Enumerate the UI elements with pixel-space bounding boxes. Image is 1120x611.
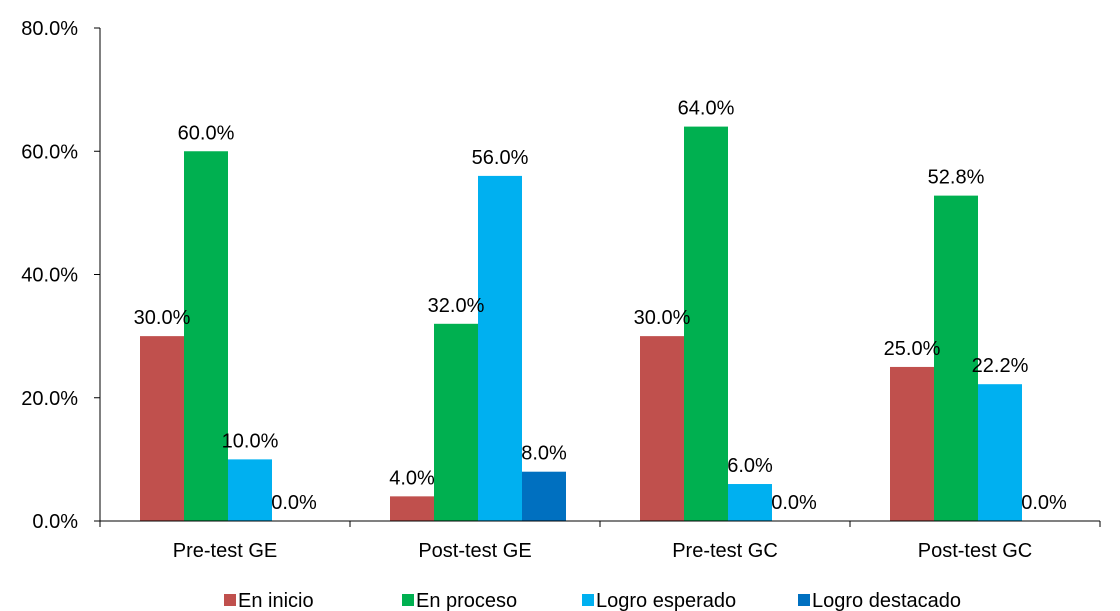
data-label: 25.0%: [884, 338, 941, 360]
legend-swatch: [582, 594, 594, 606]
bar: [184, 151, 228, 521]
data-label: 30.0%: [134, 307, 191, 329]
data-label: 32.0%: [428, 295, 485, 317]
bar: [934, 195, 978, 521]
y-tick-label: 80.0%: [21, 18, 78, 40]
y-axis: 0.0% 20.0% 40.0% 60.0% 80.0%: [21, 18, 101, 533]
bar: [890, 366, 934, 521]
bar: [140, 336, 184, 521]
bar: [978, 384, 1022, 521]
x-tick-label: Post-test GC: [918, 540, 1032, 562]
bar: [640, 336, 684, 521]
bar: [228, 459, 272, 521]
x-tick-label: Pre-test GE: [173, 540, 277, 562]
data-label: 0.0%: [271, 492, 317, 514]
data-label: 4.0%: [389, 467, 435, 489]
data-label: 10.0%: [222, 430, 279, 452]
x-tick-label: Pre-test GC: [672, 540, 778, 562]
bar: [728, 484, 772, 521]
data-label: 0.0%: [1021, 492, 1067, 514]
legend-label: Logro esperado: [596, 590, 736, 611]
data-label: 64.0%: [678, 98, 735, 120]
data-label: 60.0%: [178, 122, 235, 144]
bar: [522, 471, 566, 521]
x-tick-label: Post-test GE: [418, 540, 531, 562]
legend-swatch: [224, 594, 236, 606]
x-axis: Pre-test GE Post-test GE Pre-test GC Post-t…: [99, 520, 1101, 562]
y-tick-label: 60.0%: [21, 141, 78, 163]
bar: [434, 323, 478, 521]
bar: [390, 496, 434, 521]
legend-swatch: [798, 594, 810, 606]
data-label: 6.0%: [727, 455, 773, 477]
legend-label: Logro destacado: [812, 590, 961, 611]
bar: [684, 126, 728, 521]
y-tick-label: 0.0%: [32, 511, 78, 533]
data-label: 0.0%: [771, 492, 817, 514]
bar: [478, 175, 522, 521]
legend-label: En proceso: [416, 590, 517, 611]
data-label: 30.0%: [634, 307, 691, 329]
data-labels: 30.0% 4.0% 30.0% 25.0% 60.0% 32.0% 64.0% 52.8% 1…: [134, 98, 1067, 514]
bars: [140, 126, 1022, 521]
data-label: 56.0%: [472, 147, 529, 169]
legend-label: En inicio: [238, 590, 314, 611]
legend: En inicio En proceso Logro esperado Logro d…: [224, 590, 961, 611]
data-label: 8.0%: [521, 443, 567, 465]
data-label: 22.2%: [972, 355, 1029, 377]
y-tick-label: 40.0%: [21, 265, 78, 287]
y-tick-label: 20.0%: [21, 388, 78, 410]
data-label: 52.8%: [928, 167, 985, 189]
legend-swatch: [402, 594, 414, 606]
